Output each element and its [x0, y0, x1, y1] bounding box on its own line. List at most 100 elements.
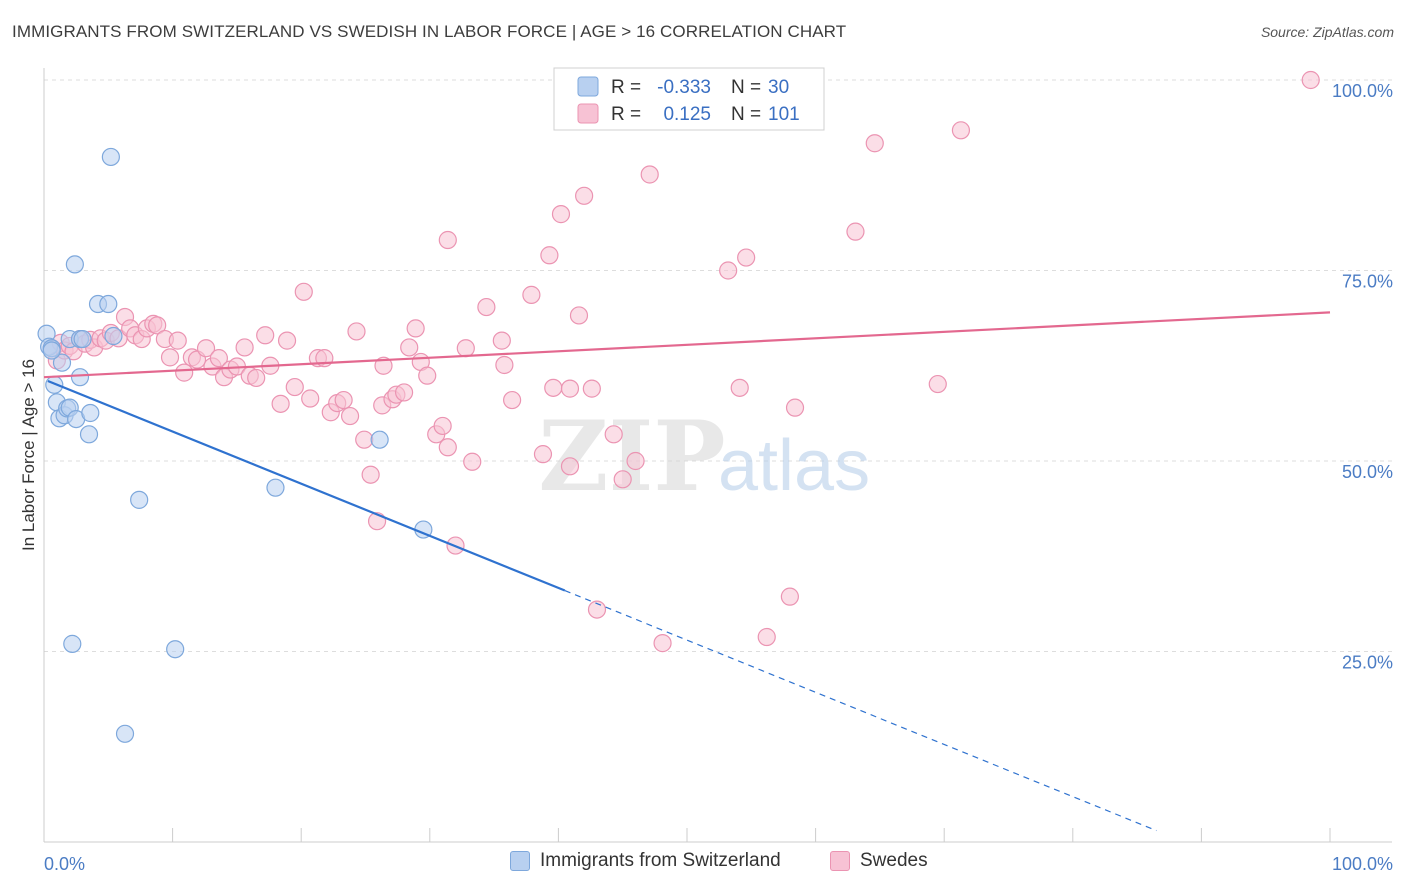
swedes-point-22 — [160, 348, 180, 367]
switzerland-point-27 — [370, 430, 389, 449]
swedes-point-99 — [951, 121, 971, 140]
legend-swatch-swedes — [577, 103, 599, 124]
source-label: Source: ZipAtlas.com — [1260, 24, 1394, 40]
switzerland-points — [37, 147, 433, 743]
swedes-point-65 — [438, 230, 457, 250]
swedes-trend-line — [43, 311, 1331, 379]
bottom-legend-switzerland: Immigrants from Switzerland — [510, 850, 781, 872]
swedes-point-90 — [719, 261, 738, 280]
swedes-point-72 — [503, 390, 522, 410]
watermark: ZIP atlas — [538, 400, 870, 513]
legend-box: R = -0.333 N = 30 R = 0.125 N = 101 — [553, 67, 825, 131]
swedes-point-80 — [569, 306, 589, 325]
swedes-point-76 — [544, 378, 563, 397]
swedes-point-61 — [418, 366, 437, 385]
legend-swatch-switzerland-bottom — [510, 851, 530, 871]
swedes-point-89 — [653, 634, 672, 653]
swedes-point-79 — [560, 379, 580, 398]
swedes-point-20 — [148, 316, 167, 335]
swedes-point-42 — [301, 389, 320, 408]
switzerland-point-29 — [42, 341, 61, 360]
swedes-point-23 — [168, 331, 187, 350]
swedes-point-67 — [456, 339, 475, 358]
swedes-point-40 — [285, 377, 304, 397]
legend-r-label-1: R = — [611, 77, 641, 98]
switzerland-point-22 — [104, 326, 123, 346]
switzerland-point-15 — [70, 368, 90, 387]
swedes-point-88 — [640, 165, 659, 184]
swedes-point-97 — [865, 134, 884, 153]
swedes-point-50 — [355, 430, 374, 449]
legend-n-value-1: 30 — [768, 77, 789, 98]
swedes-point-29 — [209, 349, 228, 368]
switzerland-point-11 — [63, 634, 82, 653]
swedes-point-48 — [340, 406, 360, 426]
swedes-point-49 — [347, 322, 366, 341]
y-tick-label-25: 25.0% — [1342, 653, 1393, 673]
swedes-point-35 — [247, 368, 266, 388]
switzerland-point-21 — [101, 147, 120, 167]
swedes-point-71 — [495, 355, 514, 375]
switzerland-point-20 — [99, 294, 118, 314]
swedes-point-94 — [780, 587, 799, 606]
swedes-point-47 — [334, 390, 353, 410]
swedes-point-82 — [582, 379, 601, 398]
legend-label-swedes: Swedes — [860, 850, 928, 871]
swedes-point-59 — [406, 319, 425, 338]
switzerland-point-23 — [115, 724, 135, 743]
swedes-point-95 — [785, 398, 805, 417]
swedes-point-84 — [604, 425, 623, 444]
y-tick-label-75: 75.0% — [1342, 272, 1393, 292]
swedes-point-68 — [463, 452, 482, 471]
swedes-point-78 — [560, 457, 580, 476]
y-tick-label-50: 50.0% — [1342, 462, 1393, 482]
swedes-point-74 — [533, 445, 553, 464]
swedes-point-38 — [271, 394, 290, 413]
legend-swatch-switzerland — [577, 76, 599, 97]
swedes-point-58 — [400, 338, 419, 357]
x-tick-label-max: 100.0% — [1332, 854, 1393, 874]
swedes-point-36 — [256, 326, 275, 345]
swedes-point-75 — [540, 246, 559, 265]
swedes-point-96 — [846, 222, 865, 241]
legend-n-label-2: N = — [731, 104, 761, 125]
swedes-point-64 — [438, 438, 457, 457]
switzerland-point-6 — [52, 353, 72, 372]
swedes-point-57 — [394, 383, 414, 402]
swedes-point-63 — [433, 416, 452, 436]
watermark-atlas: atlas — [718, 426, 870, 506]
swedes-point-70 — [492, 331, 511, 350]
switzerland-point-26 — [266, 478, 285, 497]
swedes-point-81 — [575, 186, 594, 205]
swedes-point-51 — [361, 465, 380, 484]
swedes-point-77 — [551, 205, 571, 224]
swedes-point-24 — [175, 363, 194, 382]
switzerland-point-3 — [45, 375, 64, 394]
swedes-point-33 — [235, 338, 254, 357]
legend-label-switzerland: Immigrants from Switzerland — [540, 850, 781, 871]
swedes-point-92 — [737, 248, 756, 267]
swedes-point-73 — [522, 285, 541, 304]
legend-n-value-2: 101 — [768, 104, 800, 125]
swedes-point-87 — [626, 451, 645, 471]
switzerland-point-24 — [130, 490, 149, 509]
swedes-points — [42, 70, 1320, 653]
legend-n-label-1: N = — [731, 77, 761, 98]
chart-title: IMMIGRANTS FROM SWITZERLAND VS SWEDISH I… — [12, 22, 847, 41]
legend-r-value-1: -0.333 — [657, 77, 711, 98]
y-axis-label: In Labor Force | Age > 16 — [19, 359, 38, 551]
swedes-point-98 — [928, 374, 947, 394]
swedes-point-85 — [613, 470, 632, 489]
axes — [43, 68, 1392, 843]
y-tick-label-100: 100.0% — [1332, 81, 1393, 101]
swedes-point-39 — [277, 331, 297, 350]
switzerland-point-12 — [65, 255, 84, 274]
swedes-point-83 — [587, 600, 607, 619]
bottom-legend-swedes: Swedes — [830, 850, 928, 872]
trend-lines — [43, 311, 1331, 832]
tick-labels: 25.0% 50.0% 75.0% 100.0% 0.0% 100.0% — [44, 81, 1393, 874]
swedes-point-41 — [294, 282, 313, 301]
switzerland-point-17 — [79, 425, 99, 444]
legend-swatch-swedes-bottom — [830, 851, 850, 871]
